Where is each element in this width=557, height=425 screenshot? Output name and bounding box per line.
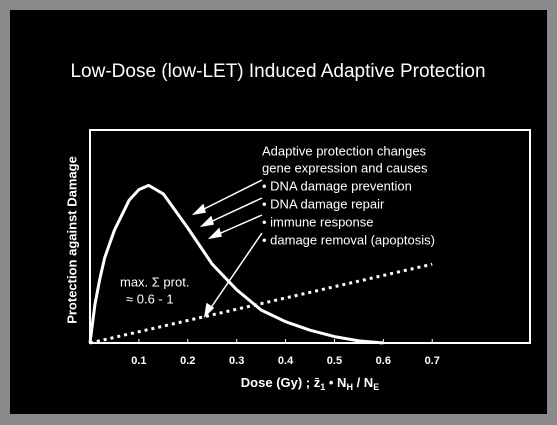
- x-axis-label-part: / N: [353, 375, 373, 390]
- x-axis-label-part: H: [346, 382, 353, 392]
- x-tick-label: 0.7: [425, 355, 440, 367]
- x-axis-label-part: • N: [325, 375, 346, 390]
- curve: [88, 183, 384, 345]
- annotation-heading: Adaptive protection changes: [262, 143, 427, 158]
- plot: [88, 183, 433, 345]
- annotation-heading: gene expression and causes: [262, 160, 428, 175]
- x-tick-label: 0.4: [278, 355, 294, 367]
- x-tick-label: 0.6: [376, 355, 391, 367]
- y-axis-label: Protection against Damage: [64, 156, 79, 324]
- annotation-bullet: • damage removal (apoptosis): [262, 232, 435, 247]
- max-note: max. Σ prot.: [120, 274, 189, 289]
- plot-frame: [89, 129, 531, 344]
- slide-background: [10, 10, 547, 414]
- x-tick-label: 0.3: [229, 355, 244, 367]
- annotation-bullet: • DNA damage prevention: [262, 178, 412, 193]
- curve: [89, 262, 433, 345]
- annotation-bullet: • immune response: [262, 214, 374, 229]
- x-axis-label: Dose (Gy) ; z̄1 • NH / NE: [241, 375, 379, 392]
- annotation-bullet: • DNA damage repair: [262, 196, 385, 211]
- chart-title: Low-Dose (low-LET) Induced Adaptive Prot…: [70, 61, 485, 82]
- x-tick-label: 0.1: [131, 355, 146, 367]
- x-tick-label: 0.5: [327, 355, 342, 367]
- x-axis-label-part: E: [373, 382, 379, 392]
- max-note: ≈ 0.6 - 1: [126, 291, 174, 306]
- arrows: [191, 179, 263, 319]
- x-axis-label-part: Dose (Gy) ;: [241, 375, 314, 390]
- x-tick-label: 0.2: [180, 355, 195, 367]
- x-axis-label-part: z̄: [314, 375, 321, 390]
- x-axis-label-part: 1: [320, 382, 325, 392]
